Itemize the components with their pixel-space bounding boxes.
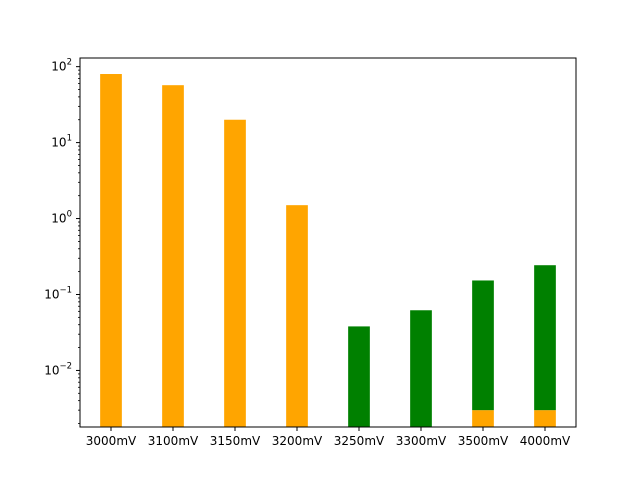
y-axis: 10−2 10−1 100 101 102 — [44, 58, 80, 424]
bar-3150mV-series-1 — [224, 119, 246, 428]
bar-3100mV-series-1 — [162, 85, 184, 427]
x-tick-label: 3150mV — [210, 434, 261, 448]
bar-3300mV-series-2 — [410, 310, 432, 427]
bar-3250mV-series-2 — [348, 326, 370, 427]
y-tick-label: 10−2 — [44, 361, 72, 377]
bar-3500mV-series-2 — [472, 280, 494, 411]
y-tick-label: 100 — [51, 210, 72, 226]
bar-3200mV-series-1 — [286, 205, 308, 427]
bar-4000mV-series-2 — [534, 265, 556, 411]
bar-3000mV-series-1 — [100, 74, 122, 427]
x-tick-label: 3200mV — [272, 434, 323, 448]
bar-4000mV-series-1 — [534, 410, 556, 427]
x-tick-label: 3500mV — [458, 434, 509, 448]
plot-frame — [79, 57, 577, 428]
x-tick-label: 3100mV — [148, 434, 199, 448]
x-tick-label: 3000mV — [86, 434, 137, 448]
y-tick-label: 101 — [51, 134, 72, 150]
bar-3500mV-series-1 — [472, 410, 494, 427]
x-axis: 3000mV 3100mV 3150mV 3200mV 3250mV 3300mV 3500… — [86, 427, 571, 448]
bars-group — [100, 74, 556, 428]
x-tick-label: 3300mV — [396, 434, 447, 448]
y-tick-label: 10−1 — [44, 285, 72, 301]
x-tick-label: 4000mV — [520, 434, 571, 448]
x-tick-label: 3250mV — [334, 434, 385, 448]
y-tick-label: 102 — [51, 58, 72, 74]
